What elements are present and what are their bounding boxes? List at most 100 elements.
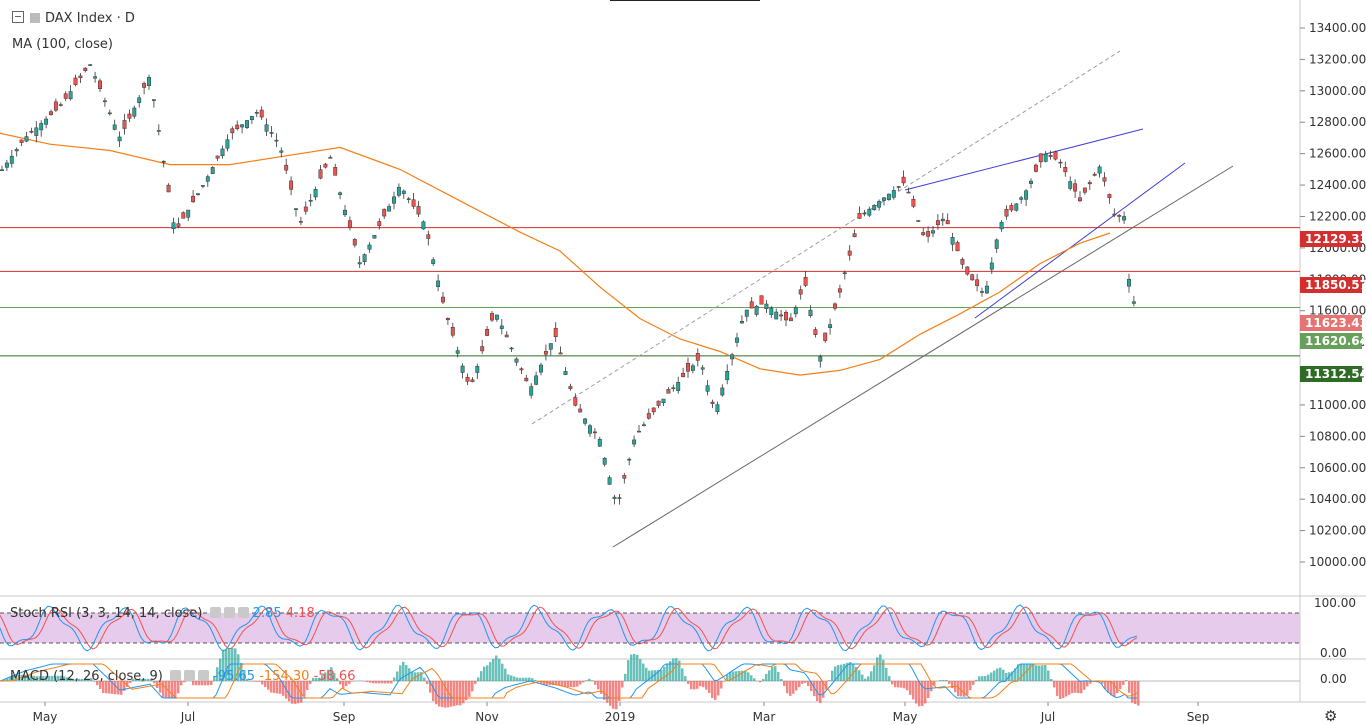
candle-body [784,312,787,320]
macd-hist-bar [966,681,969,695]
macd-hist-bar [375,681,378,683]
candle-body [608,478,611,485]
candle-body [838,289,841,293]
macd-hist-bar [882,660,885,681]
macd-hist-bar [903,681,906,688]
x-tick-label: Jul [1040,710,1055,724]
macd-hist-bar [798,681,801,687]
candle-body [672,388,675,389]
macd-hist-bar [1131,681,1134,703]
candle-body [79,76,82,78]
candle-body [348,221,351,228]
candle-body [853,234,856,237]
macd-hist-bar [510,675,513,681]
macd-hist-bar [684,676,687,681]
candle-body [858,213,861,218]
candle-body [721,388,724,395]
candle-body [250,116,253,119]
candle-body [926,231,929,236]
macd-hist-bar [708,681,711,693]
macd-hist-bar [522,678,525,681]
candle-body [569,386,572,388]
y-tick-label: 10400.00 [1309,492,1366,506]
macd-hist-bar [702,681,705,687]
candle-body [123,120,126,128]
candle-body [368,245,371,249]
macd-hist-bar [879,654,882,681]
candle-body [843,273,846,274]
candle-body [427,235,430,239]
macd-hist-bar [462,681,465,703]
gear-icon[interactable]: ⚙ [1324,707,1337,725]
macd-hist-bar [603,681,606,700]
macd-hist-bar [1050,679,1053,681]
candle-body [887,194,890,200]
x-tick-label: Sep [1187,710,1210,724]
close-icon[interactable] [198,670,209,681]
x-tick-label: 2019 [605,710,636,724]
candle-body [701,368,704,369]
macd-hist-bar [426,681,429,684]
visibility-icon[interactable] [184,670,195,681]
close-icon[interactable] [238,607,249,618]
macd-hist-bar [441,681,444,707]
macd-hist-bar [1125,680,1128,681]
candle-body [74,78,77,85]
y-tick-label: 12800.00 [1309,115,1366,129]
collapse-icon[interactable] [12,11,24,23]
macd-hist-bar [288,681,291,701]
settings-icon[interactable] [210,607,221,618]
candle-body [951,237,954,244]
candle-body [255,112,258,113]
candle-body [392,197,395,203]
candle-body [863,213,866,214]
candle-body [54,102,57,110]
stoch-label: Stoch RSI (3, 3, 14, 14, close) [10,606,202,621]
y-tick-label: 12200.00 [1309,209,1366,223]
candle-body [167,185,170,192]
candle-body [476,366,479,372]
macd-hist-bar [969,681,972,690]
stoch-axis-label: 100.00 [1314,596,1356,610]
candle-body [275,140,278,141]
candle-body [128,114,131,118]
macd-hist-bar [459,681,462,705]
candle-body [1044,154,1047,161]
macd-hist-bar [597,681,600,689]
macd-hist-bar [393,677,396,681]
candle-body [1083,188,1086,192]
support-trend-line [613,166,1233,547]
candle-body [613,497,616,499]
macd-hist-bar [912,681,915,699]
macd-hist-bar [456,681,459,705]
candle-body [236,125,239,129]
candle-body [206,177,209,182]
macd-hist-bar [534,680,537,681]
visibility-icon[interactable] [224,607,235,618]
macd-hist-bar [864,679,867,681]
candle-body [564,371,567,374]
candle-body [402,191,405,194]
macd-hist-bar [1086,681,1089,686]
candle-body [64,94,67,99]
macd-hist-bar [531,678,534,681]
candle-body [902,177,905,183]
macd-hist-bar [1080,681,1083,693]
macd-hist-bar [723,681,726,682]
candle-body [133,108,136,116]
macd-hist-bar [507,674,510,681]
candle-body [789,318,792,321]
macd-hist-bar [1047,671,1050,681]
macd-hist-bar [1134,681,1137,704]
macd-hist-bar [498,659,501,681]
macd-hist-bar [468,681,471,697]
y-tick-label: 13200.00 [1309,52,1366,66]
candle-body [35,128,38,136]
candle-body [1054,152,1057,159]
macd-hist-bar [1041,665,1044,681]
macd-hist-bar [945,680,948,681]
candle-body [990,263,993,269]
macd-hist-bar [948,681,951,684]
macd-hist-bar [378,681,381,683]
settings-icon[interactable] [170,670,181,681]
